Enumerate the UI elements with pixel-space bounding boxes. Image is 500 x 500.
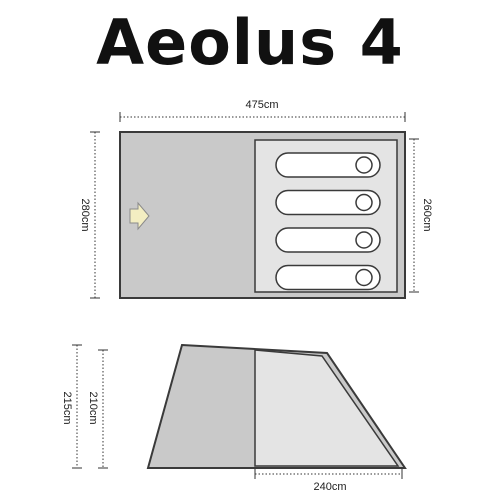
inner-length-dimension: 240cm — [255, 469, 402, 493]
width-label: 280cm — [79, 198, 91, 231]
sleeping-bag-icon — [276, 191, 380, 215]
inner-height-dimension: 210cm — [87, 350, 108, 468]
inner-height-label: 210cm — [87, 391, 99, 424]
inner-length-label: 240cm — [313, 481, 346, 493]
length-label: 475cm — [245, 99, 278, 111]
sleeping-bag-icon — [276, 228, 380, 252]
inner-width-label: 260cm — [421, 198, 433, 231]
length-dimension: 475cm — [120, 99, 405, 122]
width-dimension: 280cm — [79, 132, 100, 298]
sleeping-bag-icon — [276, 153, 380, 177]
sleeping-bag-icon — [276, 266, 380, 290]
inner-width-dimension: 260cm — [409, 139, 433, 292]
height-dimension: 215cm — [61, 345, 82, 468]
height-label: 215cm — [61, 391, 73, 424]
inner-tent-profile — [255, 350, 398, 466]
